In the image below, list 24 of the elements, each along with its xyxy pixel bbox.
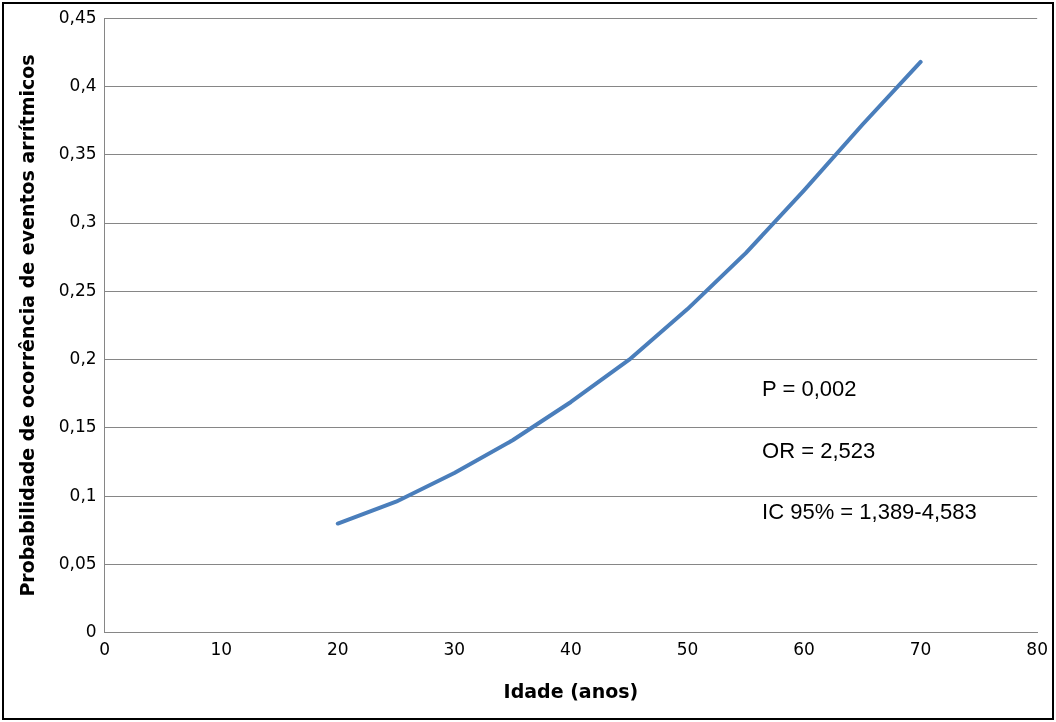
y-tick-label: 0 [85, 621, 97, 642]
x-tick-label: 10 [210, 639, 233, 660]
x-tick-label: 30 [443, 639, 466, 660]
x-tick-label: 80 [1026, 639, 1048, 660]
x-tick-label: 60 [793, 639, 815, 660]
y-tick-label: 0,3 [69, 211, 97, 232]
x-tick-label: 70 [909, 639, 932, 660]
x-tick-label: 40 [560, 639, 582, 660]
y-tick-label: 0,45 [58, 6, 97, 27]
y-tick-label: 0,05 [58, 552, 97, 573]
x-tick-label: 0 [99, 639, 111, 660]
y-tick-label: 0,1 [69, 484, 97, 505]
y-tick-label: 0,2 [69, 348, 97, 369]
y-tick-label: 0,4 [69, 74, 97, 95]
x-tick-label: 50 [676, 639, 699, 660]
y-tick-label: 0,35 [58, 143, 97, 164]
y-axis-title: Probabilidade de ocorrência de eventos arrítmicos [16, 54, 39, 597]
x-tick-label: 20 [326, 639, 349, 660]
x-axis-title: Idade (anos) [503, 679, 639, 702]
y-tick-label: 0,15 [58, 416, 97, 437]
annotation: OR = 2,523 [762, 437, 876, 463]
annotation: P = 0,002 [762, 376, 857, 402]
annotation: IC 95% = 1,389-4,583 [762, 499, 977, 525]
y-tick-label: 0,25 [58, 279, 97, 300]
